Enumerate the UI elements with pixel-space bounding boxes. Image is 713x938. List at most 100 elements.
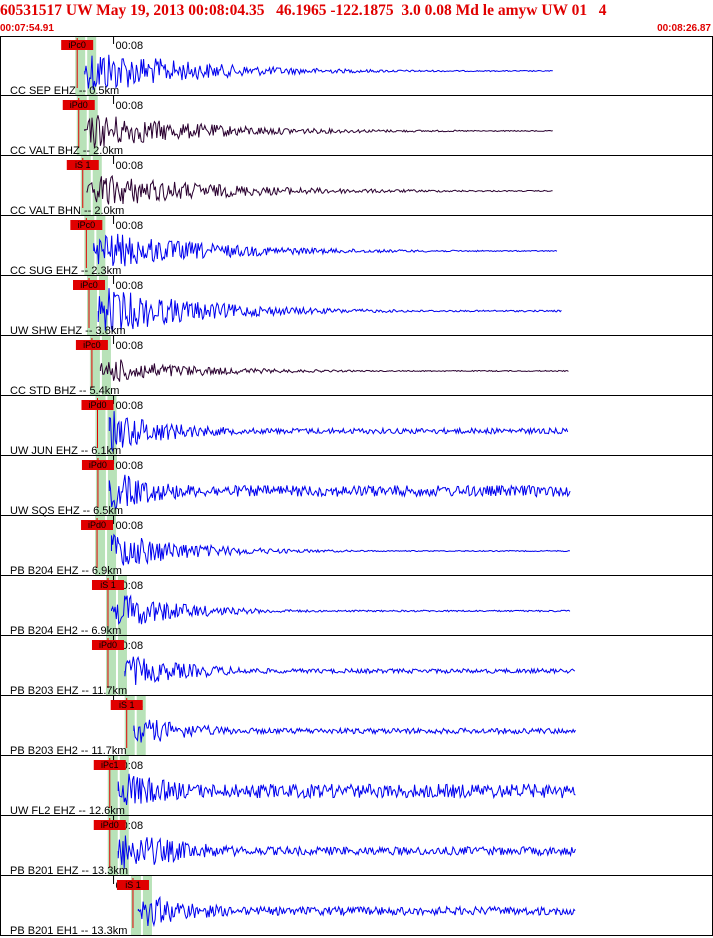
s-window	[119, 816, 129, 876]
waveform-trace	[108, 474, 571, 510]
pick-label: iS 1	[75, 160, 91, 170]
waveform-trace	[108, 411, 569, 454]
waveform-trace	[124, 655, 576, 686]
s-window	[96, 216, 106, 276]
end-time-label: 00:08:26.87	[657, 23, 711, 34]
waveform-trace	[84, 54, 553, 90]
waveform-trace	[117, 773, 576, 805]
channel-label: CC VALT BHZ -- 2.0km	[10, 145, 123, 157]
channel-label: UW SHW EHZ -- 3.8km	[10, 325, 126, 337]
pick-label-bg	[110, 700, 143, 710]
trace-row[interactable]: 00:08 iPc0 CC STD BHZ -- 5.4km	[0, 336, 713, 397]
p-window	[89, 336, 100, 396]
trace-row[interactable]: 00:08 iPd0 UW SQS EHZ -- 6.5km	[0, 456, 713, 517]
pick-label-bg	[91, 640, 124, 650]
pick-label-bg	[73, 280, 106, 290]
trace-row[interactable]: 00:08 iPd0 UW JUN EHZ -- 6.1km	[0, 396, 713, 457]
pick-label-bg	[70, 220, 103, 230]
pick-label-bg	[81, 400, 114, 410]
p-window	[95, 396, 106, 456]
trace-row[interactable]: 00:08 iPc0 CC SEP EHZ -- 0.5km	[0, 36, 713, 97]
s-window	[88, 96, 98, 156]
waveform-trace	[111, 594, 571, 625]
waveform-trace	[93, 233, 558, 267]
time-tick-label: 00:08	[116, 160, 144, 172]
s-window	[142, 876, 152, 936]
plot-header: 60531517 UW May 19, 2013 00:08:04.35 46.…	[0, 0, 713, 36]
pick-label: iPc0	[68, 40, 86, 50]
waveform-trace	[97, 288, 562, 332]
s-window	[92, 156, 102, 216]
pick-label: iPd0	[88, 520, 106, 530]
channel-label: CC SEP EHZ -- 0.5km	[10, 85, 119, 97]
trace-row[interactable]: 00:08 iS 1 CC VALT BHN -- 2.0km	[0, 156, 713, 217]
trace-row[interactable]: 00:08 iPd0 PB B204 EHZ -- 6.9km	[0, 516, 713, 577]
p-window	[105, 576, 116, 636]
channel-label: PB B203 EHZ -- 11.7km	[10, 685, 127, 697]
channel-label: PB B204 EH2 -- 6.9km	[10, 625, 121, 637]
channel-label: PB B201 EH1 -- 13.3km	[10, 925, 127, 937]
time-tick-label: 00:08	[116, 40, 144, 52]
pick-label: iS 1	[119, 700, 135, 710]
pick-label-bg	[116, 880, 149, 890]
trace-row[interactable]: 00:08 iPd0 CC VALT BHZ -- 2.0km	[0, 96, 713, 157]
pick-label-bg	[61, 40, 94, 50]
channel-label: UW SQS EHZ -- 6.5km	[10, 505, 123, 517]
pick-label: iPc0	[80, 280, 98, 290]
pick-label: iPd0	[101, 820, 119, 830]
p-window	[80, 156, 91, 216]
pick-label-bg	[66, 160, 99, 170]
p-window	[107, 756, 118, 816]
p-window	[75, 36, 86, 96]
time-tick-label: 00:08	[116, 280, 144, 292]
p-window	[124, 696, 135, 756]
pick-label-bg	[75, 340, 108, 350]
s-window	[107, 396, 117, 456]
pick-label-bg	[91, 580, 124, 590]
channel-label: CC STD BHZ -- 5.4km	[10, 385, 119, 397]
p-window	[95, 516, 106, 576]
pick-label: iPd0	[89, 460, 107, 470]
time-tick-label: 00:08	[116, 460, 144, 472]
pick-label-bg	[81, 520, 114, 530]
p-window	[130, 876, 141, 936]
pick-label-bg	[93, 760, 126, 770]
channel-label: UW JUN EHZ -- 6.1km	[10, 445, 121, 457]
seismogram-panel[interactable]: 00:08 iPc0 CC SEP EHZ -- 0.5km 00:08 iPd0 CC …	[0, 36, 713, 938]
s-window	[119, 756, 129, 816]
pick-label: iPd0	[88, 400, 106, 410]
p-window	[95, 456, 106, 516]
channel-label: CC VALT BHN -- 2.0km	[10, 205, 124, 217]
time-tick-label: 00:08	[116, 520, 144, 532]
channel-label: PB B203 EH2 -- 11.7km	[10, 745, 127, 757]
s-window	[117, 636, 127, 696]
s-window	[117, 576, 127, 636]
p-window	[87, 276, 98, 336]
waveform-trace	[111, 533, 571, 566]
pick-label: iPc0	[78, 220, 96, 230]
pick-label-bg	[62, 100, 95, 110]
pick-label: iS 1	[100, 580, 116, 590]
channel-label: PB B201 EHZ -- 13.3km	[10, 865, 128, 877]
trace-row[interactable]: 00:08 iPc0 UW SHW EHZ -- 3.8km	[0, 276, 713, 337]
start-time-label: 00:07:54.91	[0, 23, 54, 34]
time-tick-label: 00:08	[116, 220, 144, 232]
plot-border	[0, 36, 713, 936]
pick-label-bg	[81, 460, 114, 470]
trace-row[interactable]: 00:08 iPc0 CC SUG EHZ -- 2.3km	[0, 216, 713, 277]
waveform-trace	[137, 895, 576, 928]
p-window	[76, 96, 87, 156]
pick-label: iPc1	[101, 760, 119, 770]
p-window	[105, 636, 116, 696]
waveform-trace	[99, 359, 569, 382]
waveform-trace	[84, 115, 553, 148]
p-window	[107, 816, 118, 876]
time-tick-label: 00:08	[116, 340, 144, 352]
s-window	[136, 696, 146, 756]
